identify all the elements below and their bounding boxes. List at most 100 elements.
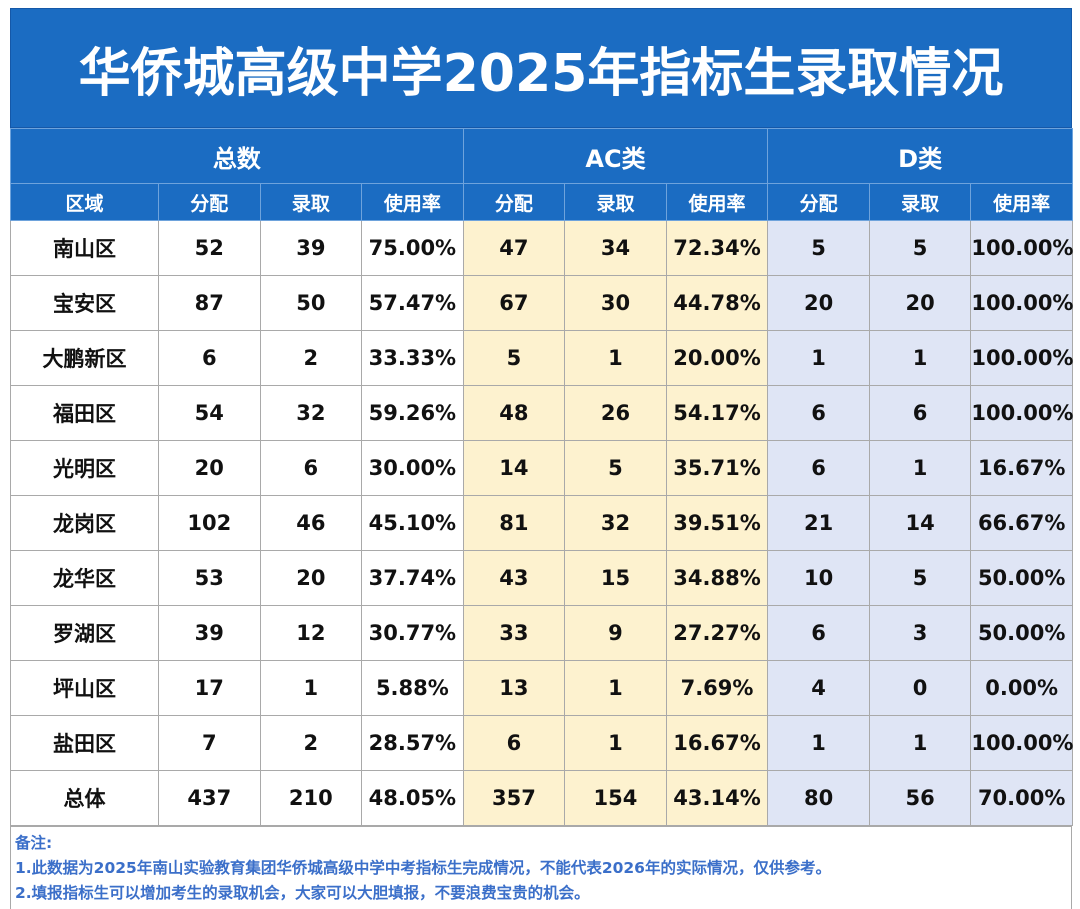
cell: 0 <box>868 660 972 716</box>
cell: 26 <box>564 385 667 441</box>
group-header: AC类 <box>462 128 769 184</box>
cell: 100.00% <box>970 275 1073 331</box>
cell: 28.57% <box>361 715 464 771</box>
cell: 50.00% <box>970 605 1073 661</box>
cell: 39 <box>158 605 261 661</box>
cell: 210 <box>259 770 363 826</box>
cell: 2 <box>259 715 363 771</box>
cell: 5 <box>868 550 972 606</box>
cell: 21 <box>767 495 870 551</box>
cell: 57.47% <box>361 275 464 331</box>
cell: 100.00% <box>970 385 1073 441</box>
row-label: 龙岗区 <box>10 495 159 551</box>
column-header: 使用率 <box>970 183 1073 221</box>
cell: 1 <box>564 330 667 386</box>
row-label: 宝安区 <box>10 275 159 331</box>
cell: 27.27% <box>665 605 769 661</box>
cell: 9 <box>564 605 667 661</box>
cell: 1 <box>767 715 870 771</box>
cell: 6 <box>767 605 870 661</box>
cell: 6 <box>767 440 870 496</box>
cell: 1 <box>868 330 972 386</box>
cell: 1 <box>564 660 667 716</box>
group-header: 总数 <box>10 128 464 184</box>
cell: 6 <box>868 385 972 441</box>
cell: 15 <box>564 550 667 606</box>
cell: 72.34% <box>665 220 769 276</box>
cell: 48 <box>462 385 566 441</box>
data-row: 宝安区 87 50 57.47% 67 30 44.78% 20 20 100.00% <box>10 275 1073 331</box>
cell: 32 <box>564 495 667 551</box>
cell: 154 <box>564 770 667 826</box>
column-header: 分配 <box>158 183 261 221</box>
cell: 100.00% <box>970 220 1073 276</box>
row-label: 福田区 <box>10 385 159 441</box>
column-header-row: 区域 分配 录取 使用率 分配 录取 使用率 分配 录取 使用率 <box>10 183 1073 221</box>
notes: 备注: 1.此数据为2025年南山实验教育集团华侨城高级中学中考指标生完成情况，不… <box>10 826 1072 909</box>
data-row: 龙华区 53 20 37.74% 43 15 34.88% 10 5 50.00% <box>10 550 1073 606</box>
data-row: 坪山区 17 1 5.88% 13 1 7.69% 4 0 0.00% <box>10 660 1073 716</box>
cell: 48.05% <box>361 770 464 826</box>
data-row: 光明区 20 6 30.00% 14 5 35.71% 6 1 16.67% <box>10 440 1073 496</box>
cell: 100.00% <box>970 715 1073 771</box>
title: 华侨城高级中学2025年指标生录取情况 <box>10 8 1072 128</box>
cell: 30.77% <box>361 605 464 661</box>
cell: 53 <box>158 550 261 606</box>
cell: 13 <box>462 660 566 716</box>
cell: 16.67% <box>665 715 769 771</box>
column-header: 录取 <box>564 183 667 221</box>
row-label: 坪山区 <box>10 660 159 716</box>
cell: 87 <box>158 275 261 331</box>
cell: 32 <box>259 385 363 441</box>
cell: 5 <box>462 330 566 386</box>
cell: 20 <box>158 440 261 496</box>
cell: 10 <box>767 550 870 606</box>
cell: 3 <box>868 605 972 661</box>
row-label: 龙华区 <box>10 550 159 606</box>
table: 总数 AC类 D类 区域 分配 录取 使用率 分配 录取 使用率 分配 录取 使用率 南山区 52 39 75.… <box>10 128 1073 826</box>
cell: 2 <box>259 330 363 386</box>
cell: 20.00% <box>665 330 769 386</box>
cell: 75.00% <box>361 220 464 276</box>
cell: 30 <box>564 275 667 331</box>
cell: 100.00% <box>970 330 1073 386</box>
cell: 33.33% <box>361 330 464 386</box>
data-row: 福田区 54 32 59.26% 48 26 54.17% 6 6 100.00% <box>10 385 1073 441</box>
cell: 59.26% <box>361 385 464 441</box>
cell: 33 <box>462 605 566 661</box>
cell: 6 <box>462 715 566 771</box>
row-label: 光明区 <box>10 440 159 496</box>
cell: 43.14% <box>665 770 769 826</box>
cell: 102 <box>158 495 261 551</box>
note-line: 1.此数据为2025年南山实验教育集团华侨城高级中学中考指标生完成情况，不能代表… <box>15 859 831 877</box>
cell: 47 <box>462 220 566 276</box>
cell: 0.00% <box>970 660 1073 716</box>
cell: 437 <box>158 770 261 826</box>
cell: 14 <box>868 495 972 551</box>
cell: 4 <box>767 660 870 716</box>
cell: 7.69% <box>665 660 769 716</box>
cell: 52 <box>158 220 261 276</box>
cell: 12 <box>259 605 363 661</box>
cell: 1 <box>564 715 667 771</box>
cell: 20 <box>767 275 870 331</box>
row-label: 总体 <box>10 770 159 826</box>
cell: 17 <box>158 660 261 716</box>
note-line: 2.填报指标生可以增加考生的录取机会，大家可以大胆填报，不要浪费宝贵的机会。 <box>15 884 590 902</box>
cell: 30.00% <box>361 440 464 496</box>
cell: 67 <box>462 275 566 331</box>
cell: 5 <box>868 220 972 276</box>
cell: 46 <box>259 495 363 551</box>
data-row: 盐田区 7 2 28.57% 6 1 16.67% 1 1 100.00% <box>10 715 1073 771</box>
cell: 39 <box>259 220 363 276</box>
column-header: 使用率 <box>361 183 464 221</box>
group-header-row: 总数 AC类 D类 <box>10 128 1073 184</box>
cell: 54.17% <box>665 385 769 441</box>
column-header: 分配 <box>767 183 870 221</box>
cell: 14 <box>462 440 566 496</box>
cell: 1 <box>259 660 363 716</box>
cell: 50.00% <box>970 550 1073 606</box>
cell: 50 <box>259 275 363 331</box>
cell: 80 <box>767 770 870 826</box>
